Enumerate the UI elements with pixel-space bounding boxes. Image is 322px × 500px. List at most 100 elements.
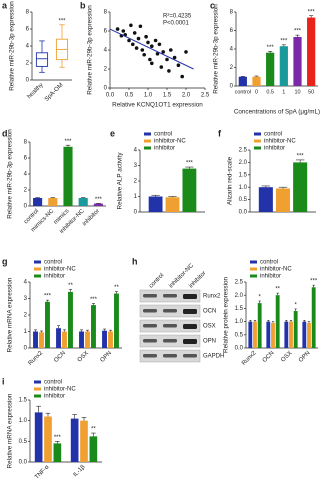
point [180, 74, 184, 79]
x-axis-label: Concentrations of SpA (μg/mL) [234, 109, 320, 116]
y-tick-label: 4 [24, 280, 28, 286]
x-tick-label: OSX [280, 350, 293, 363]
point [148, 57, 152, 62]
legend-label: inhibitor-NC [154, 139, 186, 145]
x-tick-label: OPN [298, 350, 311, 363]
legend-label: control [44, 380, 62, 386]
blot-row-label: GAPDH [203, 354, 224, 360]
x-tick-label: 1 [282, 89, 285, 95]
significance: *** [280, 38, 288, 44]
x-tick-label: 0.5 [266, 89, 274, 95]
y-tick-label: 3 [134, 163, 138, 169]
blot-band [143, 324, 157, 328]
significance: *** [90, 297, 98, 303]
y-tick-label: 6 [230, 28, 234, 34]
blot-row-label: OSX [203, 324, 216, 330]
bar [266, 321, 271, 348]
bar [89, 436, 98, 462]
bar [182, 168, 197, 212]
significance: *** [44, 294, 52, 300]
blot-row-label: OCN [203, 309, 216, 315]
point [150, 44, 154, 48]
bar [63, 146, 73, 206]
bar [39, 332, 44, 348]
y-tick-label: 3 [24, 296, 28, 302]
blot-lane-label: inhibitor [188, 270, 207, 289]
blot-band [143, 309, 157, 313]
bar [293, 311, 298, 348]
point [140, 48, 145, 52]
legend-label: inhibitor-NC [44, 267, 76, 273]
legend-swatch [34, 380, 41, 384]
x-tick-label: OPN [100, 350, 113, 363]
y-tick-label: 1.5 [235, 306, 244, 312]
y-tick-label: 0.0 [239, 210, 248, 216]
point [115, 27, 120, 31]
y-axis-label: Relative miR-29b-3p expression [7, 129, 14, 219]
significance: ** [91, 427, 96, 433]
point [167, 69, 171, 73]
bar [257, 303, 262, 348]
x-tick-label: OSX [77, 350, 90, 363]
point [176, 63, 181, 67]
y-tick-label: 4 [104, 48, 108, 54]
panel-label: g [2, 256, 8, 266]
y-tick-label: 1.5 [239, 172, 248, 178]
blot-band [183, 354, 197, 358]
panel-label: e [110, 128, 115, 138]
y-tick-label: 2.0 [239, 160, 248, 166]
blot-band [163, 339, 177, 343]
y-tick-label: 6 [104, 29, 108, 35]
blot-band [163, 324, 177, 328]
y-tick-label: 0 [26, 78, 30, 84]
bar [293, 162, 308, 212]
legend-label: control [264, 132, 282, 138]
fit-line [109, 28, 194, 70]
bar [33, 331, 38, 348]
legend-swatch [254, 132, 261, 136]
blot-band [143, 339, 157, 343]
y-tick-label: 2.5 [235, 280, 244, 286]
x-tick-label: OCN [53, 350, 67, 364]
y-tick-label: 2 [134, 179, 138, 185]
y-tick-label: 4 [230, 47, 234, 53]
y-tick-label: 2.0 [235, 293, 244, 299]
point [172, 55, 177, 60]
bar [91, 305, 96, 348]
legend-swatch [34, 394, 41, 398]
panel-label: i [2, 376, 5, 386]
y-tick-label: 0.5 [235, 332, 244, 338]
significance: *** [267, 45, 275, 51]
y-tick-label: 0.0 [235, 346, 244, 352]
panel-label: h [132, 256, 138, 266]
legend-swatch [250, 260, 257, 264]
y-tick-label: 2.5 [239, 148, 248, 154]
bar [102, 330, 107, 348]
bar [80, 420, 88, 462]
significance: * [259, 295, 262, 301]
bar [34, 412, 43, 462]
x-tick-label: 2.0 [182, 93, 191, 99]
significance: ** [275, 287, 280, 293]
legend-label: inhibitor-NC [44, 387, 76, 393]
point [161, 50, 165, 54]
significance: *** [294, 29, 302, 35]
bar [302, 321, 307, 348]
bar [248, 321, 253, 348]
point [138, 24, 143, 29]
blot-band [143, 294, 157, 298]
bar [238, 76, 247, 86]
legend-label: inhibitor [44, 274, 65, 280]
x-tick-label: 0.0 [106, 93, 115, 99]
blot-lane-label: control [148, 273, 165, 290]
y-axis-label: Relative protein expression [223, 277, 230, 353]
point [155, 52, 160, 56]
point [169, 48, 173, 52]
legend-swatch [144, 146, 151, 150]
point [127, 38, 131, 43]
point [159, 65, 164, 69]
y-tick-label: 1.0 [239, 185, 248, 191]
point [165, 57, 169, 62]
y-tick-label: 4 [134, 148, 138, 154]
